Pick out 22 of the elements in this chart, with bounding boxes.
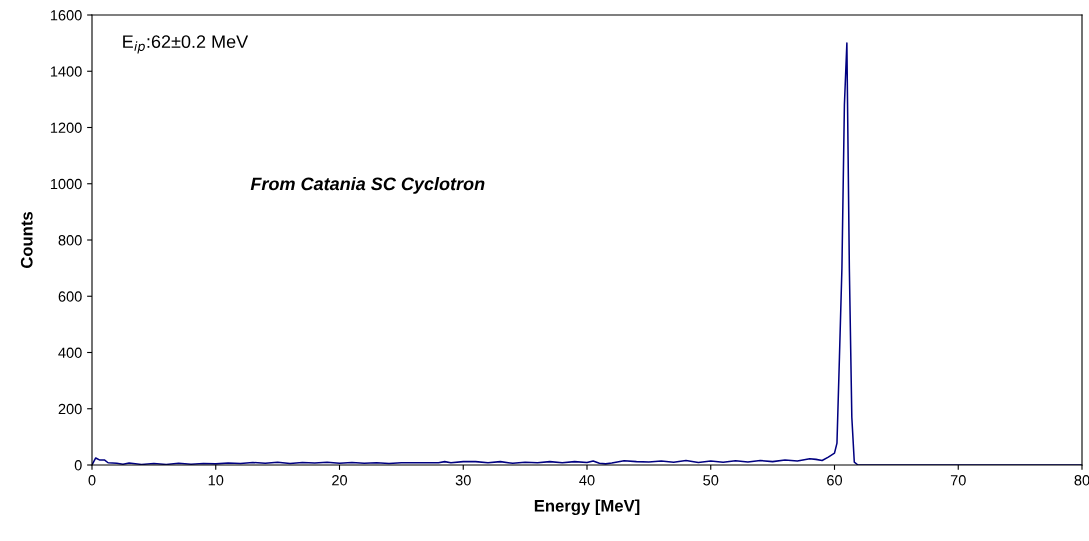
x-tick-label: 30 [455, 475, 471, 486]
x-tick-label: 0 [88, 475, 96, 486]
y-axis-title: Counts [20, 211, 33, 269]
y-tick-label: 400 [58, 347, 82, 358]
y-tick-label: 200 [58, 403, 82, 415]
y-tick-label: 0 [74, 460, 82, 471]
x-tick-label: 50 [703, 475, 719, 486]
x-tick-label: 20 [332, 475, 348, 486]
x-tick-label: 70 [950, 475, 966, 486]
annotation: From Catania SC Cyclotron [250, 177, 485, 194]
y-tick-label: 1200 [50, 122, 82, 133]
y-tick-label: 1000 [50, 178, 82, 190]
x-tick-label: 60 [827, 475, 843, 486]
x-tick-label: 80 [1074, 475, 1089, 486]
annotation: E$_{ip}$:62±0.2 MeV [123, 35, 249, 54]
x-tick-label: 10 [208, 475, 224, 486]
x-axis-title: Energy [MeV] [534, 499, 640, 516]
y-tick-label: 800 [58, 235, 82, 246]
y-tick-label: 1400 [50, 66, 82, 77]
y-tick-label: 600 [58, 291, 82, 302]
y-tick-label: 1600 [50, 10, 82, 21]
x-tick-label: 40 [579, 475, 595, 486]
